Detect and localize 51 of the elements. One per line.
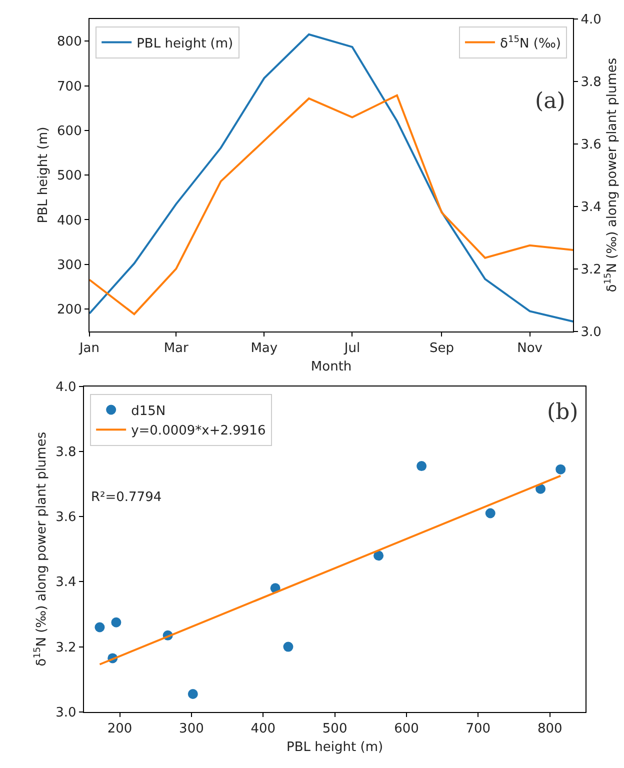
y-tick-label: 3.2 [56,640,76,656]
point [188,689,198,700]
x-tick-label: 500 [322,722,348,737]
point [556,464,566,474]
y2-tick-label: 3.8 [580,74,602,90]
y2-tick-label: 3.0 [580,324,602,340]
x-tick-label: Jan [78,340,100,356]
x-tick-label: 700 [466,722,491,737]
legend-label: y=0.0009*x+2.9916 [131,424,266,439]
y-tick-label: 200 [57,302,82,318]
x-axis-title: Month [310,359,352,374]
x-tick-label: 200 [107,722,132,737]
y2-tick-label: 3.6 [580,137,602,152]
y-tick-label: 600 [57,124,82,139]
y-tick-label: 800 [57,34,82,50]
legend-label: PBL height (m) [136,36,234,52]
annotation: (b) [547,400,578,425]
y-tick-label: 300 [57,258,82,273]
y-tick-label: 4.0 [56,380,76,395]
legend-label: δ$^{15}$N (‰) [500,34,561,52]
annotation: R²=0.7794 [91,490,162,505]
x-tick-label: 800 [537,722,562,737]
y-tick-label: 3.4 [56,575,76,590]
y2-tick-label: 3.2 [580,262,602,278]
y-axis-title: PBL height (m) [36,126,51,224]
point [374,550,384,561]
y-tick-label: 3.8 [56,444,76,460]
x-tick-label: Jul [343,340,360,356]
point [94,622,105,632]
y2-tick-label: 4.0 [580,12,602,28]
x-tick-label: 400 [250,722,276,737]
line-series [89,33,574,322]
x-tick-label: 600 [394,722,419,737]
y-tick-label: 500 [57,168,82,184]
y-tick-label: 3.0 [56,705,76,720]
x-tick-label: Nov [517,340,543,356]
x-tick-label: Mar [164,340,190,356]
y2-tick-label: 3.4 [580,200,602,215]
y-tick-label: 700 [57,79,82,94]
y-tick-label: 400 [57,213,82,228]
y-tick-label: 3.6 [56,510,76,526]
annotation: (a) [535,89,566,114]
point [485,508,496,518]
point [416,461,427,472]
point [283,642,294,652]
point [111,617,122,628]
x-tick-label: 300 [179,722,204,737]
x-axis-title: PBL height (m) [286,740,384,756]
x-tick-label: Sep [429,340,454,356]
x-tick-label: May [250,340,278,356]
legend-label: d15N [131,404,166,419]
